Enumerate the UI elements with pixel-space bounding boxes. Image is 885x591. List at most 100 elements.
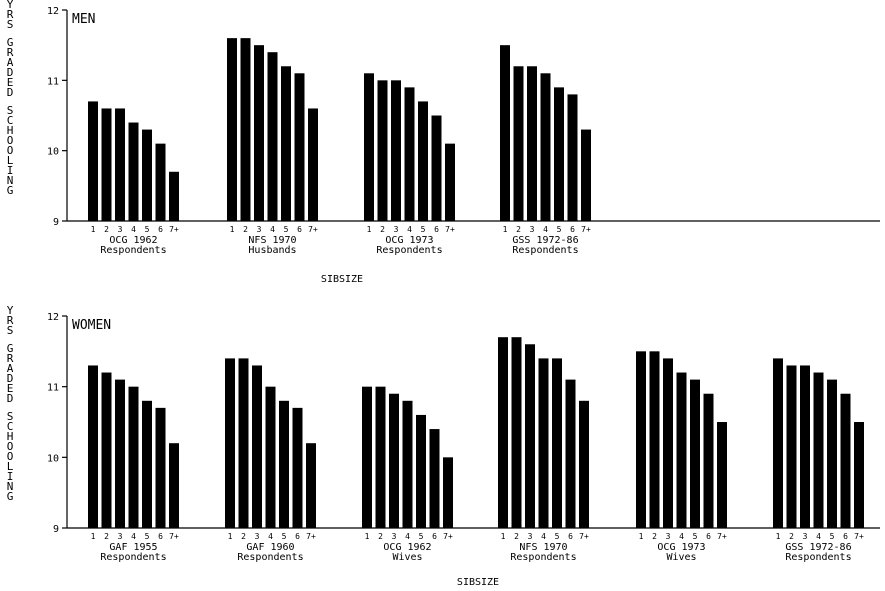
bar bbox=[513, 66, 524, 222]
bar bbox=[391, 80, 401, 221]
bar bbox=[389, 393, 399, 528]
group-sublabel: Respondents bbox=[100, 552, 166, 563]
category-tick-label: 7+ bbox=[717, 532, 727, 541]
category-tick-label: 3 bbox=[803, 532, 808, 541]
category-tick-label: 5 bbox=[830, 532, 835, 541]
bar bbox=[128, 386, 139, 528]
group-sublabel: Respondents bbox=[100, 245, 166, 256]
bar bbox=[155, 143, 166, 221]
category-tick-label: 7+ bbox=[854, 532, 864, 541]
bar bbox=[254, 45, 264, 221]
category-tick-label: 5 bbox=[693, 532, 698, 541]
bar bbox=[292, 407, 303, 528]
category-tick-label: 5 bbox=[555, 532, 560, 541]
category-tick-label: 7+ bbox=[169, 225, 179, 234]
group-label: OCG 1962 bbox=[109, 235, 157, 246]
category-tick-label: 7+ bbox=[579, 532, 589, 541]
bar bbox=[498, 337, 508, 528]
group-sublabel: Respondents bbox=[510, 552, 576, 563]
category-tick-label: 7+ bbox=[443, 532, 453, 541]
category-tick-label: 1 bbox=[503, 225, 508, 234]
category-tick-label: 7+ bbox=[306, 532, 316, 541]
category-tick-label: 4 bbox=[131, 532, 136, 541]
category-tick-label: 3 bbox=[118, 532, 123, 541]
bar bbox=[225, 358, 235, 528]
category-tick-label: 7+ bbox=[445, 225, 455, 234]
bar bbox=[703, 393, 714, 528]
bar bbox=[511, 337, 522, 528]
bar bbox=[265, 386, 276, 528]
bar bbox=[155, 407, 166, 528]
bar bbox=[636, 351, 646, 528]
category-tick-label: 1 bbox=[230, 225, 235, 234]
category-tick-label: 2 bbox=[516, 225, 521, 234]
category-tick-label: 1 bbox=[776, 532, 781, 541]
group-label: GSS 1972-86 bbox=[512, 235, 578, 246]
bar bbox=[115, 108, 125, 221]
category-tick-label: 1 bbox=[365, 532, 370, 541]
category-tick-label: 3 bbox=[528, 532, 533, 541]
bar bbox=[538, 358, 549, 528]
bar bbox=[773, 358, 783, 528]
group-label: OCG 1973 bbox=[385, 235, 433, 246]
category-tick-label: 4 bbox=[270, 225, 275, 234]
bar bbox=[101, 108, 112, 221]
category-tick-label: 1 bbox=[91, 532, 96, 541]
category-tick-label: 3 bbox=[255, 532, 260, 541]
category-tick-label: 5 bbox=[145, 225, 150, 234]
y-tick-label: 12 bbox=[47, 6, 59, 17]
category-tick-label: 4 bbox=[131, 225, 136, 234]
category-tick-label: 4 bbox=[816, 532, 821, 541]
group-sublabel: Respondents bbox=[237, 552, 303, 563]
bar bbox=[142, 400, 152, 528]
bar bbox=[364, 73, 374, 221]
category-tick-label: 2 bbox=[380, 225, 385, 234]
category-tick-label: 5 bbox=[284, 225, 289, 234]
category-tick-label: 3 bbox=[257, 225, 262, 234]
category-tick-label: 6 bbox=[158, 532, 163, 541]
category-tick-label: 1 bbox=[501, 532, 506, 541]
category-tick-label: 6 bbox=[706, 532, 711, 541]
category-tick-label: 1 bbox=[639, 532, 644, 541]
bar bbox=[840, 393, 851, 528]
group-label: GSS 1972-86 bbox=[785, 542, 851, 553]
category-tick-label: 7+ bbox=[308, 225, 318, 234]
bar bbox=[813, 372, 824, 528]
category-tick-label: 5 bbox=[421, 225, 426, 234]
group-label: GAF 1955 bbox=[109, 542, 157, 553]
bar bbox=[431, 115, 442, 221]
group-label: NFS 1970 bbox=[248, 235, 296, 246]
bar bbox=[377, 80, 388, 221]
category-tick-label: 5 bbox=[419, 532, 424, 541]
bar bbox=[827, 379, 837, 528]
group-label: OCG 1962 bbox=[383, 542, 431, 553]
bar bbox=[404, 87, 415, 221]
bar bbox=[115, 379, 125, 528]
category-tick-label: 5 bbox=[557, 225, 562, 234]
bar bbox=[786, 365, 797, 528]
category-tick-label: 2 bbox=[378, 532, 383, 541]
category-tick-label: 4 bbox=[405, 532, 410, 541]
category-tick-label: 6 bbox=[568, 532, 573, 541]
category-tick-label: 3 bbox=[530, 225, 535, 234]
bar bbox=[525, 344, 535, 528]
bar bbox=[238, 358, 249, 528]
category-tick-label: 2 bbox=[243, 225, 248, 234]
group-sublabel: Wives bbox=[666, 552, 696, 563]
category-tick-label: 6 bbox=[158, 225, 163, 234]
bar bbox=[362, 386, 372, 528]
category-tick-label: 2 bbox=[789, 532, 794, 541]
y-tick-label: 9 bbox=[53, 524, 59, 535]
category-tick-label: 3 bbox=[118, 225, 123, 234]
bar bbox=[416, 414, 426, 528]
category-tick-label: 1 bbox=[228, 532, 233, 541]
bar bbox=[279, 400, 289, 528]
category-tick-label: 4 bbox=[268, 532, 273, 541]
category-tick-label: 2 bbox=[652, 532, 657, 541]
bar bbox=[88, 101, 98, 221]
bar bbox=[267, 52, 278, 222]
group-label: NFS 1970 bbox=[519, 542, 567, 553]
category-tick-label: 3 bbox=[392, 532, 397, 541]
y-tick-label: 9 bbox=[53, 217, 59, 228]
